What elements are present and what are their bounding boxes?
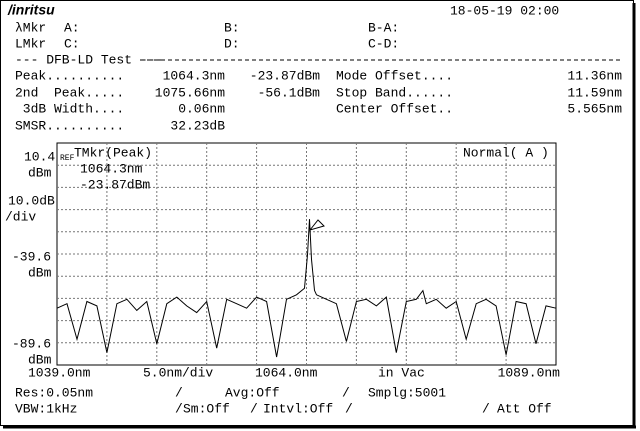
setting: Avg:Off — [225, 385, 280, 400]
marker-c: C: — [64, 36, 80, 51]
result-label: Stop Band...... — [336, 85, 453, 100]
result-value: 11.36nm — [567, 68, 622, 83]
x-label: 5.0nm/div — [143, 365, 213, 380]
y-label: -39.6 — [12, 249, 51, 264]
result-value: 11.59nm — [567, 85, 622, 100]
peak-arrow — [308, 219, 325, 231]
setting: Intvl:Off — [263, 401, 333, 416]
result-value: 5.565nm — [567, 101, 622, 116]
spectrum-trace — [56, 219, 557, 358]
result-label: Mode Offset.... — [336, 68, 453, 83]
x-labels: 1039.0nm 5.0nm/div 1064.0nm in Vac 1089.0nm — [28, 365, 560, 380]
result-value: 0.06nm — [178, 101, 225, 116]
result-value: 1064.3nm — [163, 68, 226, 83]
marker-ba: B-A: — [368, 20, 399, 35]
marker-title: TMkr(Peak) — [74, 145, 152, 160]
result-label: Center Offset.. — [336, 101, 453, 116]
ref-label: REF — [60, 154, 75, 163]
marker-a: A: — [64, 20, 80, 35]
frame — [0, 0, 634, 426]
slash: / — [175, 401, 183, 416]
slash: / — [342, 385, 350, 400]
marker-wavelength: 1064.3nm — [80, 161, 143, 176]
marker-label: λMkr — [15, 20, 46, 35]
y-label: -89.6 — [12, 336, 51, 351]
slash: / — [482, 401, 490, 416]
x-label: 1039.0nm — [28, 365, 91, 380]
x-label: in Vac — [378, 365, 425, 380]
marker-cd: C-D: — [368, 36, 399, 51]
slash: / — [175, 385, 183, 400]
y-label: 10.0dB — [8, 193, 55, 208]
result-value: -56.1dBm — [258, 85, 321, 100]
result-value: 32.23dB — [170, 118, 225, 133]
results: Peak.......... 1064.3nm -23.87dBm Mode Offs… — [15, 68, 622, 133]
setting: Smplg:5001 — [368, 385, 446, 400]
setting: Res:0.05nm — [15, 385, 93, 400]
y-label: dBm — [28, 265, 52, 280]
grid — [57, 143, 556, 365]
mode: Normal( A ) — [463, 145, 549, 160]
footer: Res:0.05nm Avg:Off Smplg:5001 VBW:1kHz Sm:Of… — [15, 385, 552, 416]
slash: / — [250, 401, 258, 416]
y-label: /div — [5, 209, 36, 224]
x-label: 1089.0nm — [498, 365, 561, 380]
result-label: 2nd Peak..... — [15, 85, 124, 100]
datetime: 18-05-19 02:00 — [450, 3, 559, 18]
y-label: dBm — [28, 165, 52, 180]
trace-group — [56, 219, 557, 358]
setting: Sm:Off — [183, 401, 230, 416]
slash: / — [345, 401, 353, 416]
marker-d: D: — [224, 36, 240, 51]
marker-b: B: — [224, 20, 240, 35]
setting: VBW:1kHz — [15, 401, 77, 416]
result-value: -23.87dBm — [250, 68, 320, 83]
marker-level: -23.87dBm — [80, 177, 150, 192]
brand: /inritsu — [7, 2, 55, 18]
marker-label: LMkr — [15, 36, 46, 51]
setting: Att Off — [497, 401, 552, 416]
result-label: Peak.......... — [15, 68, 124, 83]
result-value: 1075.66nm — [155, 85, 225, 100]
result-label: 3dB Width.... — [15, 101, 124, 116]
x-label: 1064.0nm — [255, 365, 318, 380]
test-title: --- DFB-LD Test --- — [15, 52, 163, 67]
y-label: dBm — [28, 352, 52, 367]
result-label: SMSR.......... — [15, 118, 124, 133]
y-label: 10.4 — [24, 149, 55, 164]
